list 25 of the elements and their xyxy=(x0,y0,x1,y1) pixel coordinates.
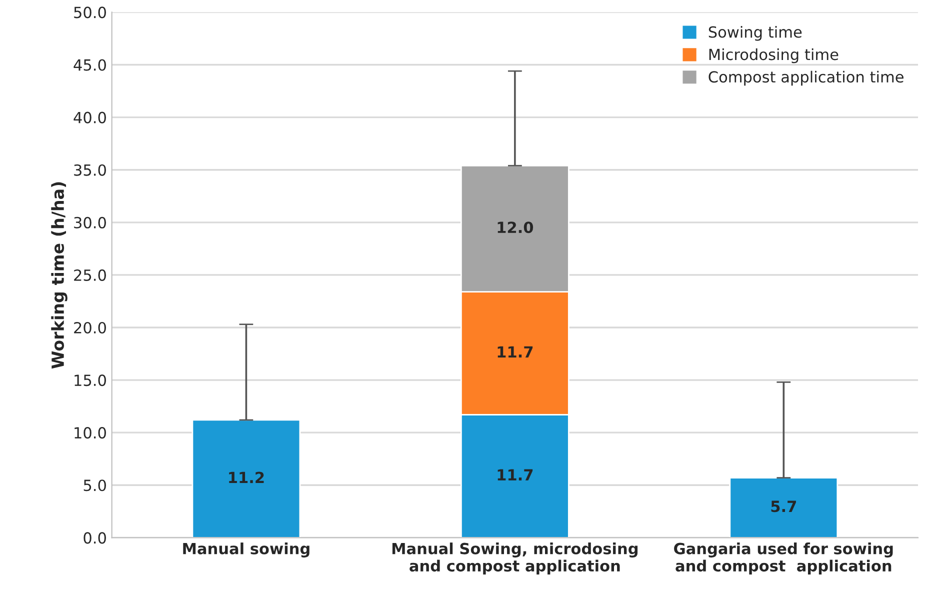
x-tick-label: Gangaria used for sowing and compost application xyxy=(674,542,893,575)
y-axis-title: Working time (h/ha) xyxy=(51,182,68,369)
y-tick-label: 15.0 xyxy=(74,374,106,386)
y-tick-label: 35.0 xyxy=(74,164,106,176)
y-tick-label: 30.0 xyxy=(74,216,106,228)
data-label: 11.2 xyxy=(229,472,264,484)
y-tick-label: 10.0 xyxy=(74,427,106,439)
data-label: 12.0 xyxy=(498,222,534,234)
data-label: 11.7 xyxy=(498,469,533,480)
legend-label: Microdosing time xyxy=(709,48,838,64)
bar xyxy=(729,477,838,538)
y-tick-label: 0.0 xyxy=(84,532,106,544)
y-tick-label: 25.0 xyxy=(74,269,106,281)
x-tick-label: Manual Sowing, microdosing and compost application xyxy=(392,542,638,575)
y-tick-label: 40.0 xyxy=(74,112,106,124)
y-tick-label: 20.0 xyxy=(74,322,106,334)
y-tick-label: 5.0 xyxy=(84,480,106,492)
y-tick-label: 50.0 xyxy=(74,6,106,18)
data-label: 5.7 xyxy=(771,500,796,512)
data-label: 11.7 xyxy=(498,346,533,358)
x-tick-label: Manual sowing xyxy=(183,542,310,558)
bar xyxy=(192,419,301,538)
legend-label: Sowing time xyxy=(708,26,802,41)
legend-label: Compost application time xyxy=(708,70,904,86)
y-tick-label: 45.0 xyxy=(74,59,106,71)
